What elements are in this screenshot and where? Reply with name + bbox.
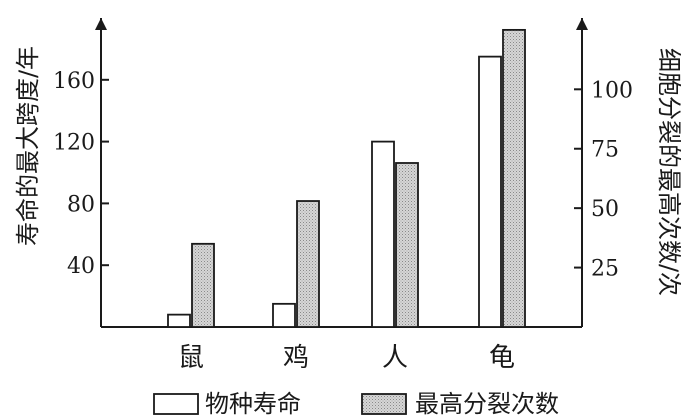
bar-division [296,200,320,328]
bar-lifespan [167,313,191,328]
right-tick-label: 75 [591,138,619,163]
right-tick-label: 100 [591,78,633,103]
bar-division [191,242,215,328]
left-tick-label: 120 [53,131,95,156]
legend-swatch-division [361,393,407,415]
legend-label-division: 最高分裂次数 [415,390,559,418]
bar-division [502,28,526,328]
category-label: 鼠 [178,343,204,373]
right-axis-title: 细胞分裂的最高次数/次 [655,48,681,296]
bar-lifespan [478,55,502,328]
category-label: 龟 [489,343,515,373]
bar-lifespan [272,302,296,328]
left-tick-label: 160 [53,69,95,94]
bar-division [395,162,419,328]
labels: 40 80 120 160 25 50 75 100 鼠 鸡 人 龟 [53,69,633,373]
left-axis-title: 寿命的最大跨度/年 [14,46,42,246]
legend: 物种寿命 最高分裂次数 [153,390,559,418]
right-tick-label: 25 [591,257,619,282]
left-tick-label: 40 [67,254,95,279]
category-label: 鸡 [283,343,309,373]
legend-swatch-lifespan [153,393,199,415]
category-label: 人 [382,343,408,373]
bars [167,28,526,328]
right-tick-label: 50 [591,197,619,222]
bar-lifespan [371,140,395,328]
left-axis-arrow [95,18,107,30]
right-axis-arrow [576,18,588,30]
left-tick-label: 80 [67,192,95,217]
legend-label-lifespan: 物种寿命 [205,390,301,418]
